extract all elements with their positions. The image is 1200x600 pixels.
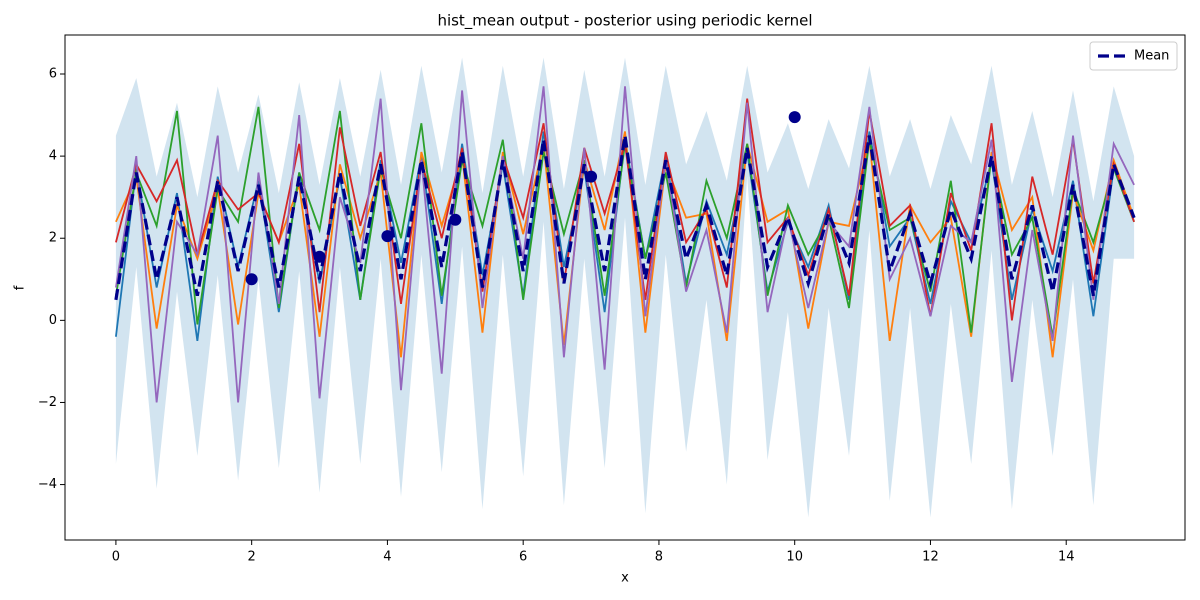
x-tick-label: 8 xyxy=(655,550,663,565)
sample-line xyxy=(115,86,1135,403)
x-tick-label: 6 xyxy=(519,550,527,565)
x-axis-label: x xyxy=(621,571,629,586)
x-tick-label: 14 xyxy=(1058,550,1075,565)
y-tick-label: 4 xyxy=(49,149,57,164)
observation-point xyxy=(381,230,394,243)
legend-label: Mean xyxy=(1134,49,1169,64)
sample-line xyxy=(115,131,1135,358)
x-tick-label: 4 xyxy=(383,550,391,565)
y-tick-label: 6 xyxy=(49,67,57,82)
plot-frame xyxy=(64,34,1186,541)
y-tick-label: −4 xyxy=(38,477,57,492)
x-tick-label: 10 xyxy=(786,550,803,565)
observation-point xyxy=(449,213,462,226)
y-axis-label: f xyxy=(13,285,28,290)
observation-point xyxy=(585,170,598,183)
x-tick-label: 12 xyxy=(922,550,939,565)
chart-title: hist_mean output - posterior using perio… xyxy=(437,12,812,31)
y-tick-label: 0 xyxy=(49,313,57,328)
observation-point xyxy=(245,273,258,286)
mean-line xyxy=(114,135,1136,301)
observation-point xyxy=(788,111,801,124)
y-tick-label: 2 xyxy=(49,231,57,246)
legend-box xyxy=(1089,41,1178,71)
observation-point xyxy=(313,250,326,263)
y-tick-label: −2 xyxy=(38,395,57,410)
x-tick-label: 2 xyxy=(248,550,256,565)
x-tick-label: 0 xyxy=(112,550,120,565)
